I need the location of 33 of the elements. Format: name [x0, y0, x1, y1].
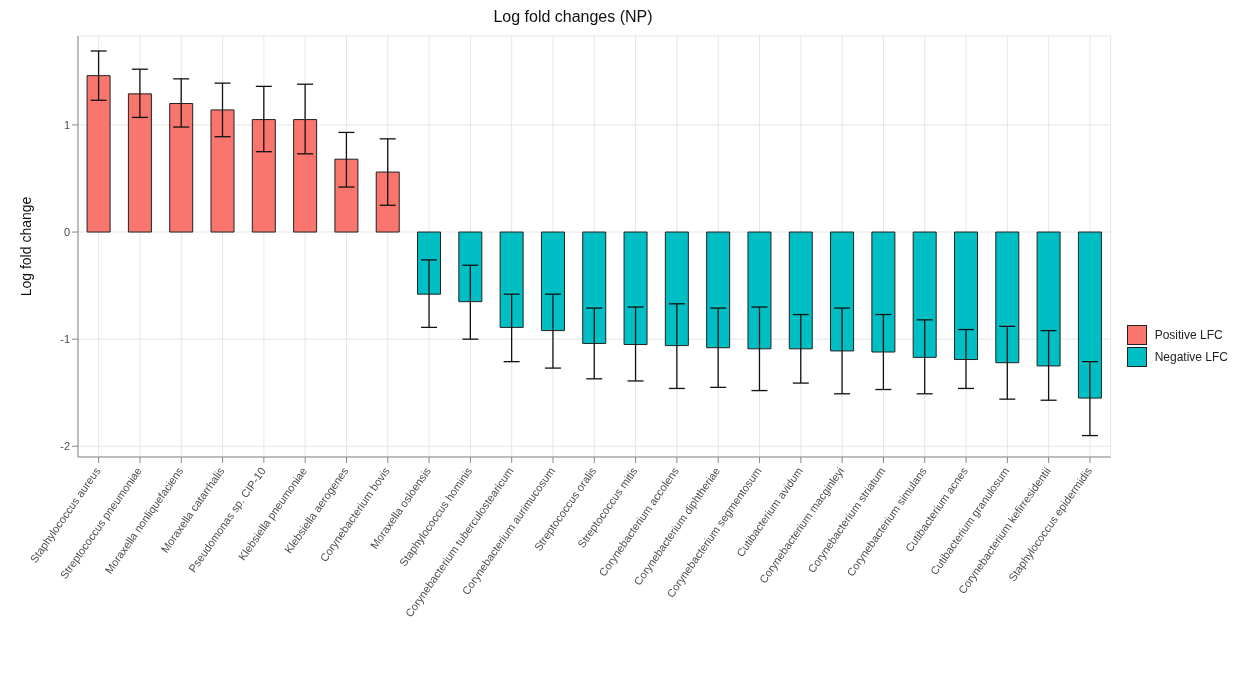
y-axis-title: Log fold change — [17, 196, 34, 297]
bar — [210, 109, 235, 233]
bar — [788, 231, 813, 350]
bar — [458, 231, 483, 303]
y-tick-label: -1 — [60, 333, 70, 346]
y-tick-label: 0 — [63, 225, 70, 238]
bar — [871, 231, 896, 353]
bar — [953, 231, 978, 361]
bar — [86, 75, 111, 233]
bar — [1036, 231, 1061, 367]
bar — [995, 231, 1020, 364]
bar — [127, 93, 152, 233]
bar — [706, 231, 731, 349]
bar — [417, 231, 442, 295]
bar — [912, 231, 937, 358]
chart-title: Log fold changes (NP) — [492, 8, 654, 27]
bar — [334, 158, 359, 233]
bar — [664, 231, 689, 347]
bar — [540, 231, 565, 332]
bar — [582, 231, 607, 344]
y-tick-label: -2 — [60, 440, 70, 453]
bar — [1077, 231, 1102, 399]
bar — [623, 231, 648, 346]
y-tick-label: 1 — [63, 118, 70, 131]
bar — [169, 102, 194, 233]
legend-label: Negative LFC — [1154, 350, 1228, 364]
bar — [293, 119, 318, 233]
bar — [830, 231, 855, 352]
legend-label: Positive LFC — [1154, 328, 1223, 342]
bar — [499, 231, 524, 328]
bar — [747, 231, 772, 350]
bar — [375, 171, 400, 233]
bar — [251, 119, 276, 233]
